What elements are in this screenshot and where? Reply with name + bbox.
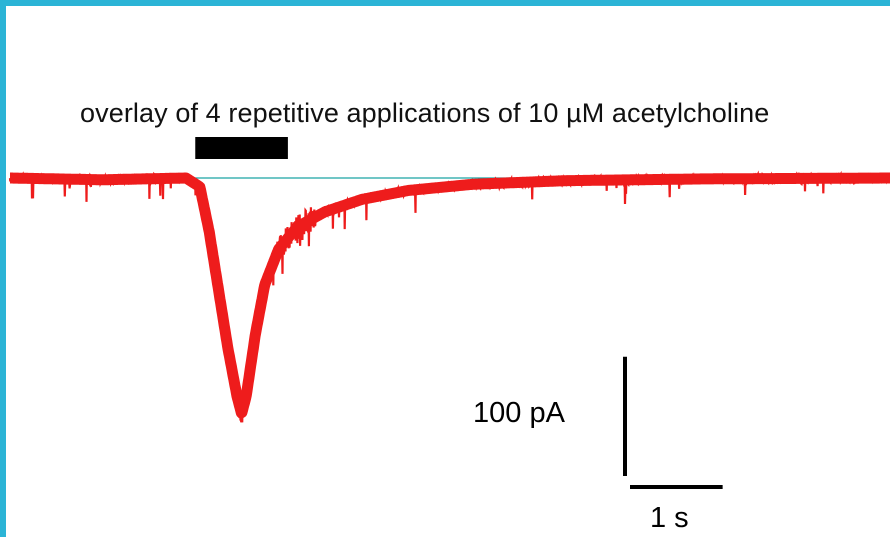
current-trace-envelope (5, 172, 890, 419)
current-trace (8, 170, 890, 423)
application-bar (195, 137, 288, 159)
amplitude-scale-label: 100 pA (473, 397, 565, 429)
application-annotation: overlay of 4 repetitive applications of … (80, 98, 770, 128)
time-scale-label: 1 s (650, 502, 689, 534)
